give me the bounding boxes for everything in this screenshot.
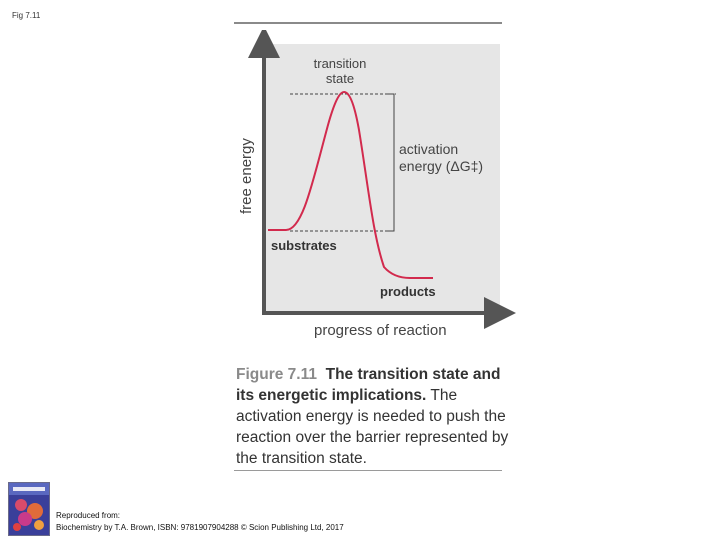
substrates-label: substrates <box>271 238 337 253</box>
slide-label: Fig 7.11 <box>12 11 41 20</box>
x-axis-label: progress of reaction <box>314 322 447 339</box>
products-label: products <box>380 284 436 299</box>
figure-caption-body: The activation energy is needed to push … <box>236 387 509 467</box>
book-cover-icon <box>8 482 50 536</box>
y-axis-label: free energy <box>238 138 255 214</box>
figure-title: The transition state and its energetic i… <box>236 366 501 404</box>
figure-top-rule <box>234 22 502 24</box>
transition-state-label: transition <box>314 56 367 71</box>
energy-diagram-svg: transition state activation energy (ΔG‡)… <box>238 26 516 339</box>
figure-number: Figure 7.11 <box>236 366 317 383</box>
diagram-panel <box>266 44 500 312</box>
reaction-curve <box>268 90 433 279</box>
figure-caption: Figure 7.11 The transition state and its… <box>236 364 511 469</box>
credit: Reproduced from: Biochemistry by T.A. Br… <box>56 510 344 534</box>
transition-state-label-line2: state <box>326 71 354 86</box>
book-cover-art <box>9 483 49 535</box>
credit-line1: Reproduced from: <box>56 511 121 520</box>
energy-diagram: transition state activation energy (ΔG‡)… <box>228 26 518 355</box>
figure-bottom-rule <box>234 470 502 471</box>
activation-energy-label: activation <box>399 141 458 157</box>
activation-energy-label-line2: energy (ΔG‡) <box>399 158 483 174</box>
activation-energy-bracket <box>386 93 395 232</box>
credit-line2: Biochemistry by T.A. Brown, ISBN: 978190… <box>56 523 344 532</box>
